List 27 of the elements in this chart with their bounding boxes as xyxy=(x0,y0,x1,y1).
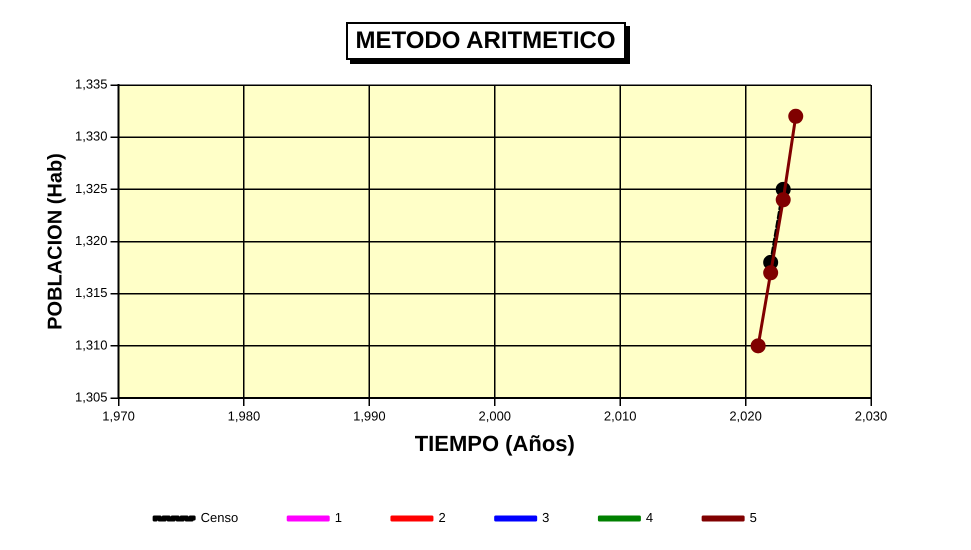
point xyxy=(750,338,766,354)
x-tick-label: 1,980 xyxy=(228,408,260,424)
legend-label: 4 xyxy=(646,510,654,526)
legend-label: 5 xyxy=(750,510,757,526)
chart-title: METODO ARITMETICO xyxy=(346,22,626,60)
y-axis-title: POBLACION (Hab) xyxy=(44,153,67,330)
y-tick-label: 1,320 xyxy=(74,233,108,248)
legend-label: Censo xyxy=(200,510,238,526)
x-tick-label: 2,020 xyxy=(729,408,762,424)
point xyxy=(788,108,804,124)
x-axis-title: TIEMPO (Años) xyxy=(414,430,575,456)
y-tick-label: 1,315 xyxy=(74,285,108,300)
point xyxy=(763,265,778,280)
x-tick-label: 2,030 xyxy=(854,408,888,424)
x-tick-label: 2,010 xyxy=(604,408,636,424)
x-tick-label: 1,990 xyxy=(353,408,386,424)
y-tick-label: 1,335 xyxy=(74,76,108,92)
legend-label: 3 xyxy=(542,510,550,526)
point xyxy=(776,192,791,208)
y-tick-label: 1,325 xyxy=(74,180,108,196)
legend-label: 2 xyxy=(438,510,446,526)
legend-label: 1 xyxy=(334,510,342,526)
y-tick-label: 1,330 xyxy=(74,128,108,144)
y-tick-label: 1,305 xyxy=(74,390,108,405)
y-tick-label: 1,310 xyxy=(74,337,108,352)
x-tick-label: 2,000 xyxy=(478,408,512,424)
x-tick-label: 1,970 xyxy=(102,408,135,424)
